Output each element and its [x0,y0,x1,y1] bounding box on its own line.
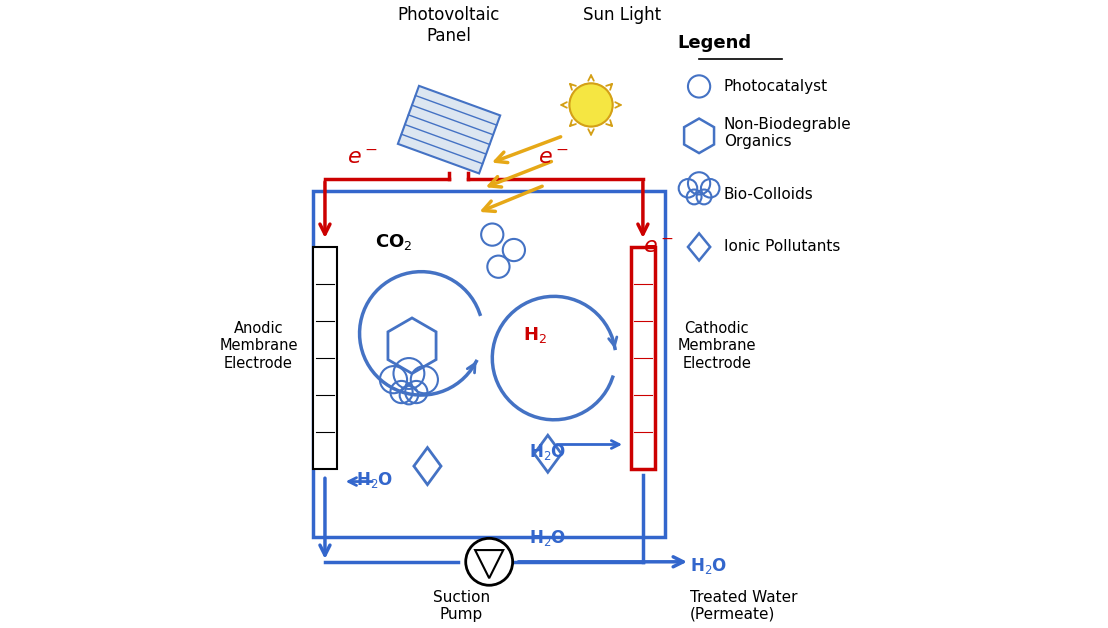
Text: Cathodic
Membrane
Electrode: Cathodic Membrane Electrode [677,321,756,371]
Text: $e^-$: $e^-$ [538,148,570,168]
Text: $e^-$: $e^-$ [644,237,675,257]
Text: Legend: Legend [677,34,751,52]
Text: H$_2$O: H$_2$O [357,470,393,490]
Bar [632,247,655,469]
Circle shape [465,538,513,585]
Text: Anodic
Membrane
Electrode: Anodic Membrane Electrode [219,321,298,371]
Circle shape [570,84,613,127]
Text: Suction
Pump: Suction Pump [433,590,490,622]
Text: Sun Light: Sun Light [583,6,661,24]
Bar [314,247,337,469]
Text: H$_2$O: H$_2$O [530,442,566,462]
Text: Bio-Colloids: Bio-Colloids [724,187,813,202]
Text: Ionic Pollutants: Ionic Pollutants [724,239,840,254]
Text: H$_2$: H$_2$ [523,325,547,345]
Polygon shape [398,86,500,173]
Text: Photocatalyst: Photocatalyst [724,79,828,94]
Text: H$_2$O: H$_2$O [530,528,566,548]
Text: H$_2$O: H$_2$O [690,556,727,576]
Text: $e^-$: $e^-$ [347,148,378,168]
Text: Non-Biodegrable
Organics: Non-Biodegrable Organics [724,117,852,149]
Text: CO$_2$: CO$_2$ [375,232,412,252]
Text: Photovoltaic
Panel: Photovoltaic Panel [398,6,500,45]
Text: Treated Water
(Permeate): Treated Water (Permeate) [690,590,798,622]
